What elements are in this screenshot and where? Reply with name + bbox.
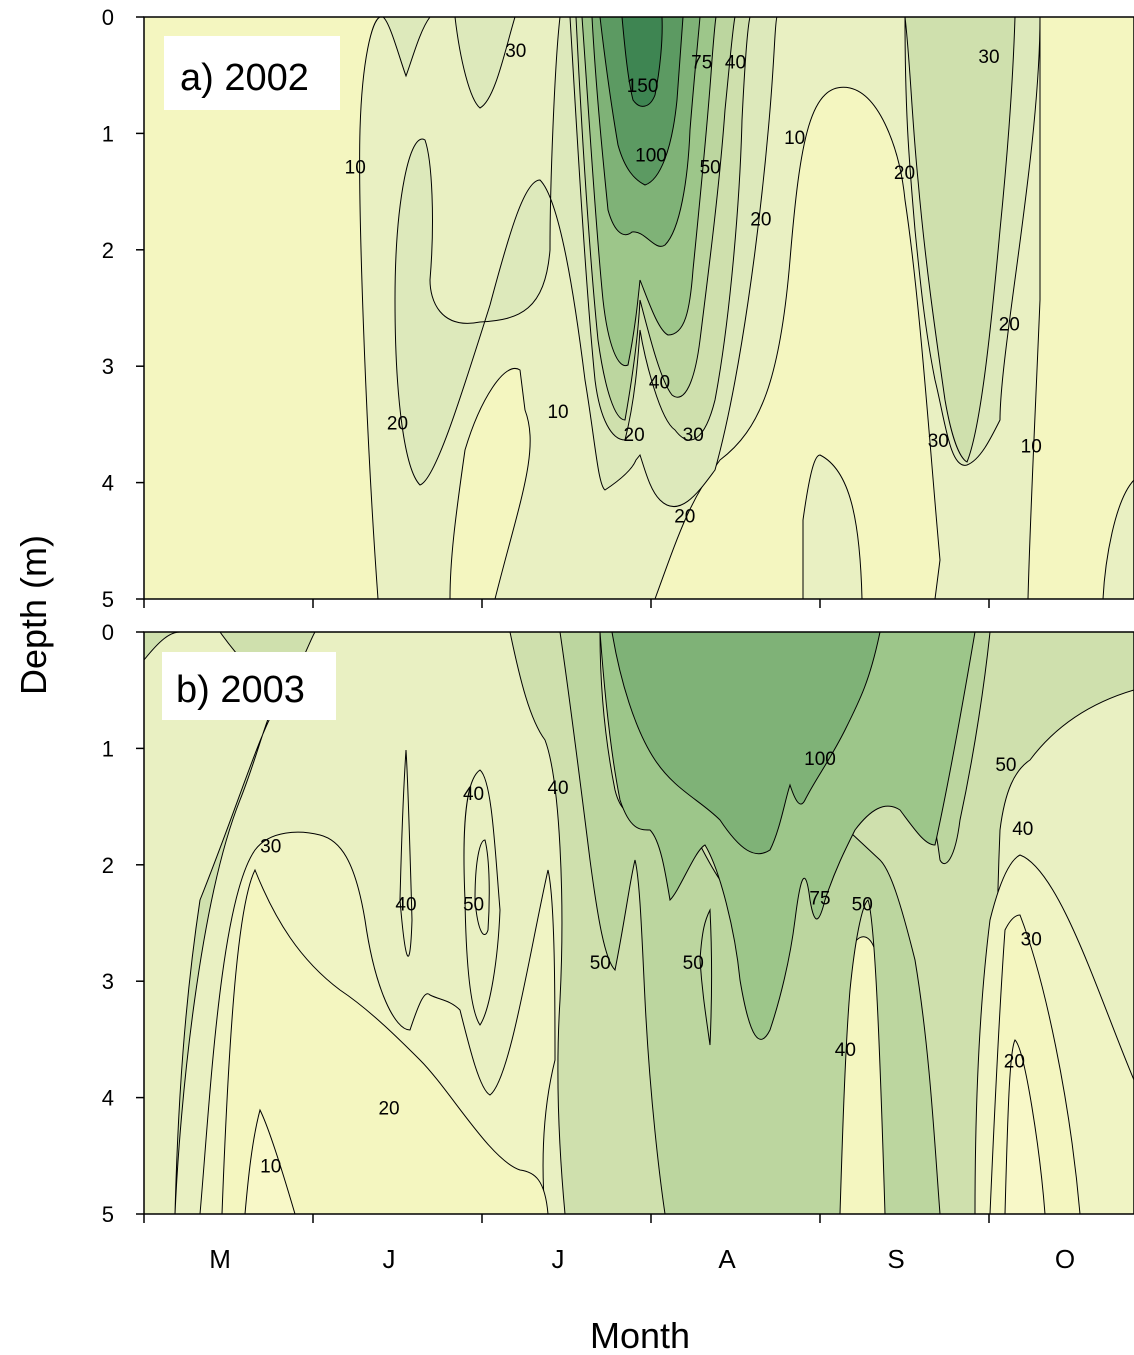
y-tick-label: 0 <box>102 5 114 30</box>
contour-label: 20 <box>674 507 695 528</box>
panel-b-spike-40 <box>399 749 712 1046</box>
panel-a-y-axis: 0 1 2 3 4 5 <box>102 5 144 612</box>
contour-label: 30 <box>1021 929 1042 950</box>
panel-a-contour-labels: 10 30 150 75 40 100 50 10 20 20 30 20 10 20 40 30 20 20 30… <box>345 41 1042 528</box>
x-month-label: M <box>209 1244 231 1274</box>
contour-label: 30 <box>505 41 526 62</box>
contour-label: 50 <box>590 953 611 974</box>
contour-label: 10 <box>1021 437 1042 458</box>
contour-label: 50 <box>852 895 873 916</box>
contour-label: 20 <box>999 314 1020 335</box>
panel-b-contour-labels: 30 20 10 40 40 50 40 50 50 100 75 50 40 50 40 30 20 <box>260 749 1042 1177</box>
contour-label: 30 <box>683 425 704 446</box>
y-tick-label: 0 <box>102 620 114 645</box>
panel-b-y-axis: 0 1 2 3 4 5 <box>102 620 144 1227</box>
y-tick-label: 4 <box>102 1086 114 1111</box>
contour-label: 40 <box>835 1040 856 1061</box>
y-axis-title: Depth (m) <box>13 535 54 695</box>
contour-label: 20 <box>387 413 408 434</box>
contour-label: 50 <box>995 755 1016 776</box>
contour-label: 20 <box>1004 1052 1025 1073</box>
contour-label: 150 <box>627 76 659 97</box>
contour-label: 75 <box>809 889 830 910</box>
contour-label: 30 <box>260 836 281 857</box>
contour-label: 100 <box>635 146 667 167</box>
x-axis-title: Month <box>590 1315 690 1355</box>
panel-a-x-axis <box>143 599 990 608</box>
y-tick-label: 1 <box>102 736 114 761</box>
contour-label: 20 <box>894 163 915 184</box>
y-tick-label: 3 <box>102 969 114 994</box>
panel-b-band-100 <box>611 632 881 855</box>
y-tick-label: 4 <box>102 471 114 496</box>
contour-label: 10 <box>547 402 568 423</box>
contour-label: 40 <box>463 784 484 805</box>
y-tick-label: 3 <box>102 354 114 379</box>
panel-a-label-box <box>164 36 340 110</box>
contour-label: 30 <box>978 47 999 68</box>
x-month-label: J <box>383 1244 396 1274</box>
y-tick-label: 1 <box>102 121 114 146</box>
contour-label: 20 <box>750 210 771 231</box>
contour-label: 30 <box>928 431 949 452</box>
contour-label: 100 <box>804 749 836 770</box>
panel-b: 30 20 10 40 40 50 40 50 50 100 75 50 40 50 40 30 20 b) 2… <box>143 631 1134 1215</box>
y-tick-label: 5 <box>102 587 114 612</box>
contour-label: 50 <box>683 953 704 974</box>
panel-a-contours: 10 30 150 75 40 100 50 10 20 20 30 20 10 20 40 30 20 20 30… <box>144 17 1134 599</box>
x-month-label: O <box>1055 1244 1075 1274</box>
contour-label: 10 <box>260 1156 281 1177</box>
y-tick-label: 5 <box>102 1202 114 1227</box>
y-tick-label: 2 <box>102 238 114 263</box>
contour-label: 75 <box>691 53 712 74</box>
x-month-label: A <box>718 1244 736 1274</box>
contour-label: 40 <box>547 778 568 799</box>
x-month-label: J <box>552 1244 565 1274</box>
contour-label: 50 <box>463 895 484 916</box>
contour-label: 10 <box>345 157 366 178</box>
contour-label: 20 <box>378 1098 399 1119</box>
contour-label: 50 <box>700 157 721 178</box>
y-tick-label: 2 <box>102 853 114 878</box>
panel-b-label: b) 2003 <box>176 669 305 711</box>
panel-a-frame <box>143 16 1134 600</box>
x-month-label: S <box>887 1244 904 1274</box>
panel-b-frame <box>143 631 1134 1215</box>
contour-label: 40 <box>649 373 670 394</box>
contour-label: 40 <box>395 895 416 916</box>
contour-label: 40 <box>725 53 746 74</box>
contour-label: 10 <box>784 128 805 149</box>
panel-b-band-10 <box>244 1039 1046 1214</box>
panel-b-band-20 <box>221 868 1081 1214</box>
contour-label: 40 <box>1012 819 1033 840</box>
panel-a-label: a) 2002 <box>180 57 309 99</box>
panel-a-band-150 <box>621 17 663 107</box>
contour-label: 20 <box>624 425 645 446</box>
panel-a: 10 30 150 75 40 100 50 10 20 20 30 20 10 20 40 30 20 20 30… <box>143 16 1134 600</box>
panel-b-label-box <box>162 652 336 720</box>
panel-b-contours: 30 20 10 40 40 50 40 50 50 100 75 50 40 50 40 30 20 <box>144 632 1134 1214</box>
